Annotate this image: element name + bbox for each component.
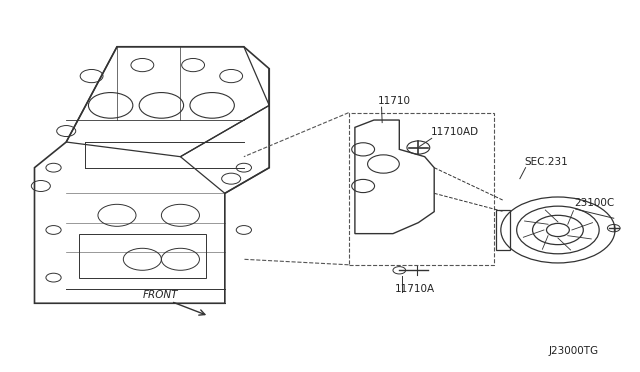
Text: 11710AD: 11710AD <box>430 127 479 137</box>
Text: FRONT: FRONT <box>142 289 178 299</box>
Text: 23100C: 23100C <box>574 198 614 208</box>
Text: SEC.231: SEC.231 <box>524 157 568 167</box>
Text: 11710A: 11710A <box>395 284 435 294</box>
Bar <box>349 113 495 265</box>
Bar <box>497 210 510 250</box>
Text: J23000TG: J23000TG <box>548 346 598 356</box>
Text: 11710: 11710 <box>378 96 411 106</box>
